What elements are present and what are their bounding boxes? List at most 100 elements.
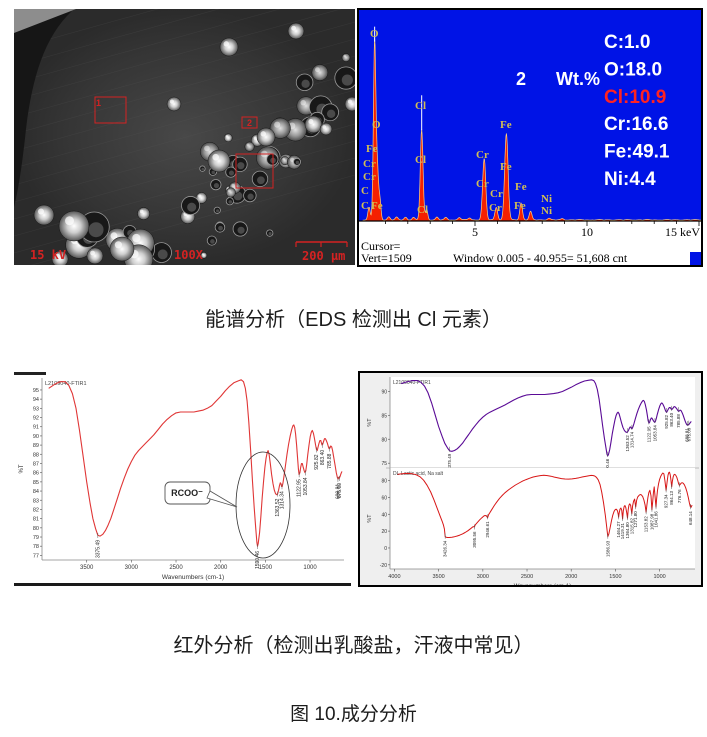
sem-crater-inner: [257, 176, 265, 185]
sem-bubble-highlight: [223, 41, 229, 47]
sem-bubble-highlight: [225, 135, 229, 138]
sem-streak: [14, 9, 281, 84]
ir-peak-label: 1122.95: [646, 426, 651, 442]
sem-bubble-highlight: [139, 209, 144, 214]
sem-crater-inner: [88, 222, 104, 238]
sem-bubble-highlight: [274, 121, 281, 128]
ir-x-tick-label: 1000: [654, 574, 666, 580]
sem-analysis-box-2: [241, 116, 258, 129]
eds-element-label-Cr: Cr: [363, 158, 376, 170]
rcoo-callout-pointer: [206, 490, 238, 508]
eds-peak-path: [362, 37, 701, 222]
eds-element-label-Cr: Cr: [363, 171, 376, 183]
ir-peak-label: 1363.52: [625, 435, 630, 452]
sem-bubble-highlight: [347, 99, 352, 104]
ir-caption: 红外分析（检测出乳酸盐，汗液中常见）: [173, 635, 534, 657]
sem-crater-inner: [341, 74, 353, 86]
ir-x-tick-label: 2000: [214, 565, 228, 571]
ir-peak-label: 1590.46: [255, 551, 261, 569]
ir-y-tick-label: 80: [381, 479, 387, 485]
sem-crater-inner: [211, 170, 216, 175]
ir-peak-label: 925.82: [314, 454, 320, 470]
ir-x-tick-label: 2500: [169, 565, 183, 571]
ir-x-tick-label: 3000: [477, 574, 489, 580]
image-border-artifact: [14, 372, 46, 375]
ir-title: L2109040-FTIR1: [45, 381, 87, 387]
eds-status-vert: Vert=1509: [361, 251, 412, 265]
ir-peak-label: 1364.80: [625, 522, 630, 539]
eds-element-label-Fe: Fe: [500, 161, 512, 173]
sem-bubble: [33, 204, 55, 226]
eds-element-label-Cl: Cl: [417, 204, 428, 216]
eds-wt-unit: Wt.%: [556, 69, 600, 89]
eds-element-label-Ni: Ni: [541, 205, 552, 217]
ir-y-tick-label: 20: [381, 529, 387, 535]
sem-image-panel: 1 2 15 kV 100X 200 μm: [14, 9, 355, 265]
eds-background: [359, 10, 701, 221]
eds-element-label-Fe: Fe: [514, 200, 526, 212]
eds-tick-label-15kev: 15 keV: [665, 225, 700, 239]
ftir-sample-curve: [48, 379, 343, 547]
sem-corner-wedge: [14, 9, 76, 33]
ir-y-tick-label: 79: [33, 535, 39, 541]
sem-bubble-highlight: [110, 232, 118, 240]
ir-peak-label: 1419.31: [620, 523, 625, 540]
sem-analysis-box-3: [235, 153, 274, 189]
ftir-sample-chart: 95 94 93 92 91 90 89 88 87 86 85 84 83 82 81 80 79 78 77 35…: [19, 378, 344, 581]
ir-y-tick-label: 88: [33, 452, 39, 458]
ir-peak-label: 785.88: [327, 453, 333, 469]
ir-peak-label: 863.40: [669, 412, 674, 426]
ir-peak-label: 1153.82: [644, 516, 649, 532]
ir-y-tick-label: 92: [33, 416, 39, 422]
eds-composition-O: O:18.0: [604, 59, 662, 80]
sem-box-label: 1: [96, 98, 101, 108]
sem-bubble-highlight: [227, 189, 231, 193]
ir-y-tick-label: 84: [33, 489, 39, 495]
sem-bubble-highlight: [253, 136, 258, 140]
ir-xlabel: Wavenumbers (cm-1): [162, 574, 224, 581]
sem-bubble: [311, 64, 329, 81]
sem-bubble: [304, 115, 323, 134]
ir-y-tick-label: 87: [33, 461, 39, 467]
sem-bubble-highlight: [291, 25, 296, 31]
sem-bubble: [269, 117, 291, 139]
sem-crater-inner: [268, 232, 272, 236]
sem-bubble-highlight: [289, 157, 295, 162]
ir-y-tick-label: 89: [33, 443, 39, 449]
eds-composition-Cr: Cr:16.6: [604, 114, 668, 135]
ir-x-tick-label: 2000: [565, 574, 577, 580]
ir-x-tick-label: 1500: [259, 565, 273, 571]
ir-peak-label: 688.81: [685, 428, 690, 442]
ir-peak-label: 1053.84: [303, 477, 309, 495]
sem-magnification-label: 100X: [174, 248, 204, 262]
sem-box-label: 2: [247, 118, 252, 128]
ir-peak-label: 1314.74: [629, 431, 634, 448]
sem-crater-inner: [210, 239, 215, 244]
ir-x-tick-label: 1500: [609, 574, 621, 580]
eds-element-label-Cr: Cr: [490, 188, 503, 200]
sem-streak: [14, 38, 355, 135]
ir-peak-label: 675.09: [686, 427, 691, 441]
sem-bubble: [58, 210, 90, 242]
rcoo-annotation-label: RCOO⁻: [171, 488, 203, 498]
sem-bubble-highlight: [282, 157, 285, 161]
sem-streak: [14, 72, 355, 169]
ir-peak-label: 1586.93: [605, 540, 610, 557]
ir-y-tick-label: 85: [381, 413, 387, 419]
ftir-comparison-chart: 90 85 80 75 L2109040-FTIR1 %T 3375.49 1590.46 13…: [367, 377, 699, 585]
ir-y-tick-label: -20: [380, 563, 387, 569]
ir-peak-label: 3426.34: [443, 540, 448, 557]
ir-peak-label: 1087.98: [649, 513, 654, 530]
sem-crater-inner: [237, 162, 245, 170]
sem-bubble-highlight: [322, 125, 327, 129]
sem-bubble-highlight: [300, 99, 306, 106]
eds-axis-strip: [359, 221, 701, 265]
sem-bubble: [256, 127, 276, 147]
sem-bubble: [344, 96, 355, 112]
ir-y-tick-label: 80: [33, 526, 39, 532]
sem-bubble: [244, 141, 255, 152]
sem-crater-inner: [218, 225, 223, 231]
eds-element-label-Fe: Fe: [366, 143, 378, 155]
sem-bubble: [219, 37, 239, 57]
